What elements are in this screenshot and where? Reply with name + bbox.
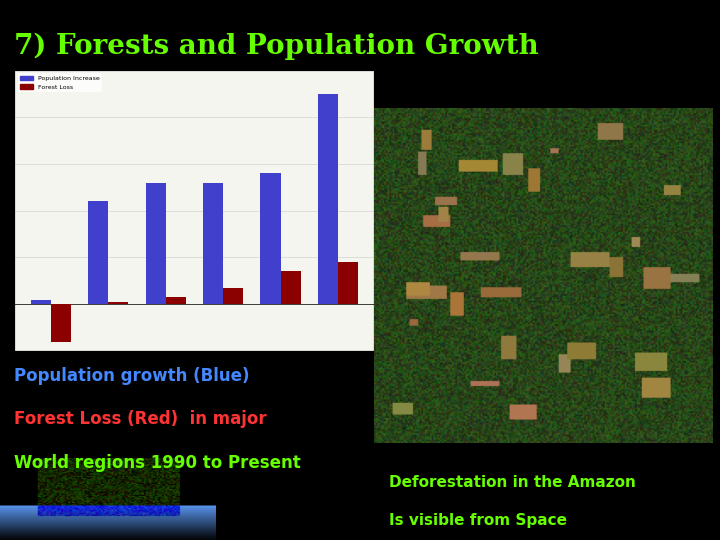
Text: Forest Loss (Red)  in major: Forest Loss (Red) in major xyxy=(14,410,267,428)
Text: Population growth (Blue): Population growth (Blue) xyxy=(14,367,250,385)
Bar xyxy=(261,173,281,304)
Bar xyxy=(51,304,71,342)
Text: Is visible from Space: Is visible from Space xyxy=(389,513,567,528)
Bar xyxy=(166,297,186,304)
Bar xyxy=(281,272,301,304)
Bar xyxy=(338,262,358,304)
Text: Deforestation in the Amazon: Deforestation in the Amazon xyxy=(389,475,636,490)
Bar xyxy=(318,93,338,304)
Bar xyxy=(223,288,243,304)
Bar xyxy=(145,183,166,304)
Bar xyxy=(203,183,223,304)
Bar xyxy=(108,302,128,304)
Text: World regions 1990 to Present: World regions 1990 to Present xyxy=(14,454,301,471)
Legend: Population Increase, Forest Loss: Population Increase, Forest Loss xyxy=(17,73,102,92)
Bar xyxy=(31,300,51,304)
Bar xyxy=(88,201,108,304)
Title: Population Growth & Forest Loss Since 1990: Population Growth & Forest Loss Since 19… xyxy=(86,57,302,66)
Text: 7) Forests and Population Growth: 7) Forests and Population Growth xyxy=(14,32,539,60)
